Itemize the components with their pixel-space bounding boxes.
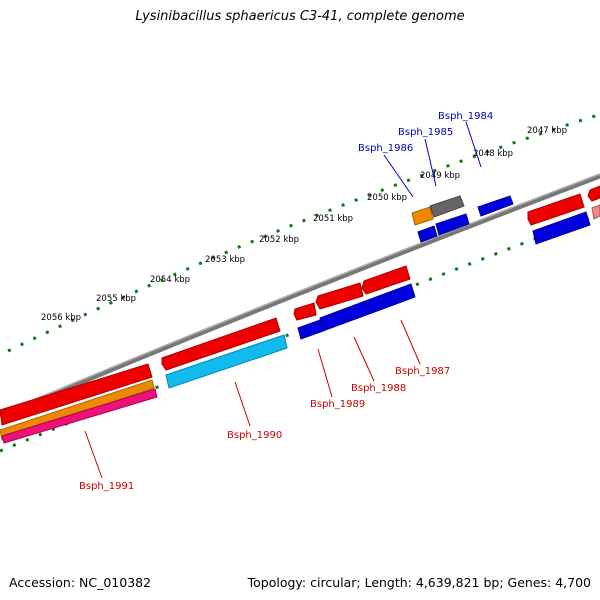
- gene-blue-top-a[interactable]: [417, 225, 438, 243]
- gene-forward-b[interactable]: [293, 302, 317, 321]
- leader-bsph-1987: [400, 319, 421, 365]
- tick-label-2053: 2053 kbp: [205, 255, 245, 265]
- gene-forward-d[interactable]: [361, 265, 411, 295]
- tick-label-2051: 2051 kbp: [313, 214, 353, 224]
- tick-label-2049: 2049 kbp: [420, 171, 460, 181]
- leader-bsph-1989: [317, 348, 333, 398]
- gene-light-blue[interactable]: [165, 334, 288, 389]
- gene-label-bsph-1988[interactable]: Bsph_1988: [351, 383, 406, 394]
- gene-blue-small[interactable]: [297, 319, 324, 340]
- gene-bsph-1991-forward[interactable]: [0, 363, 153, 426]
- gene-blue-right[interactable]: [532, 211, 591, 245]
- gene-forward-c[interactable]: [315, 282, 364, 310]
- leader-bsph-1986: [383, 154, 414, 198]
- tick-label-2055: 2055 kbp: [96, 294, 136, 304]
- leader-bsph-1985: [424, 138, 437, 187]
- top-label-leaders: [383, 121, 482, 198]
- gene-label-bsph-1989[interactable]: Bsph_1989: [310, 399, 365, 410]
- map-title: Lysinibacillus sphaericus C3-41, complet…: [135, 9, 465, 24]
- tick-label-2047: 2047 kbp: [527, 126, 567, 136]
- outer-dotted-track: [7, 113, 599, 353]
- gene-forward-f[interactable]: [587, 185, 600, 202]
- tick-label-2052: 2052 kbp: [259, 235, 299, 245]
- tick-label-2048: 2048 kbp: [473, 149, 513, 159]
- forward-genes: [0, 185, 600, 426]
- gene-label-bsph-1990[interactable]: Bsph_1990: [227, 430, 282, 441]
- gene-cluster-top: [411, 195, 514, 243]
- gene-pink-right[interactable]: [591, 204, 600, 220]
- leader-bsph-1991: [84, 430, 103, 479]
- tick-label-2054: 2054 kbp: [150, 275, 190, 285]
- leader-bsph-1988: [353, 336, 375, 382]
- leader-bsph-1990: [234, 381, 251, 427]
- gene-label-bsph-1986[interactable]: Bsph_1986: [358, 143, 413, 154]
- gene-gray-top[interactable]: [429, 195, 465, 218]
- genome-stats-text: Topology: circular; Length: 4,639,821 bp…: [247, 575, 591, 590]
- gene-label-bsph-1985[interactable]: Bsph_1985: [398, 127, 453, 138]
- genome-backbone-highlight: [0, 173, 600, 415]
- gene-label-bsph-1991[interactable]: Bsph_1991: [79, 481, 134, 492]
- genome-backbone: [0, 173, 600, 419]
- gene-blue-top-b[interactable]: [435, 213, 470, 236]
- bottom-gene-labels: Bsph_1987 Bsph_1988 Bsph_1989 Bsph_1990 …: [79, 366, 450, 492]
- gene-orange-top[interactable]: [411, 206, 434, 226]
- gene-label-bsph-1987[interactable]: Bsph_1987: [395, 366, 450, 377]
- gene-forward-e[interactable]: [527, 193, 585, 226]
- gene-blue-top-c[interactable]: [477, 195, 514, 217]
- reverse-genes: [0, 204, 600, 444]
- tick-label-2050: 2050 kbp: [367, 193, 407, 203]
- leader-bsph-1984: [465, 121, 482, 168]
- tick-label-2056: 2056 kbp: [41, 313, 81, 323]
- gene-blue-long[interactable]: [319, 283, 416, 332]
- top-gene-labels: Bsph_1984 Bsph_1985 Bsph_1986: [358, 111, 493, 154]
- gene-pink-left[interactable]: [1, 388, 158, 444]
- gene-label-bsph-1984[interactable]: Bsph_1984: [438, 111, 493, 122]
- accession-text: Accession: NC_010382: [9, 575, 152, 590]
- bottom-label-leaders: [84, 319, 421, 479]
- gene-forward-a[interactable]: [161, 317, 281, 371]
- kbp-tick-labels: 2047 kbp 2048 kbp 2049 kbp 2050 kbp 2051…: [41, 126, 567, 323]
